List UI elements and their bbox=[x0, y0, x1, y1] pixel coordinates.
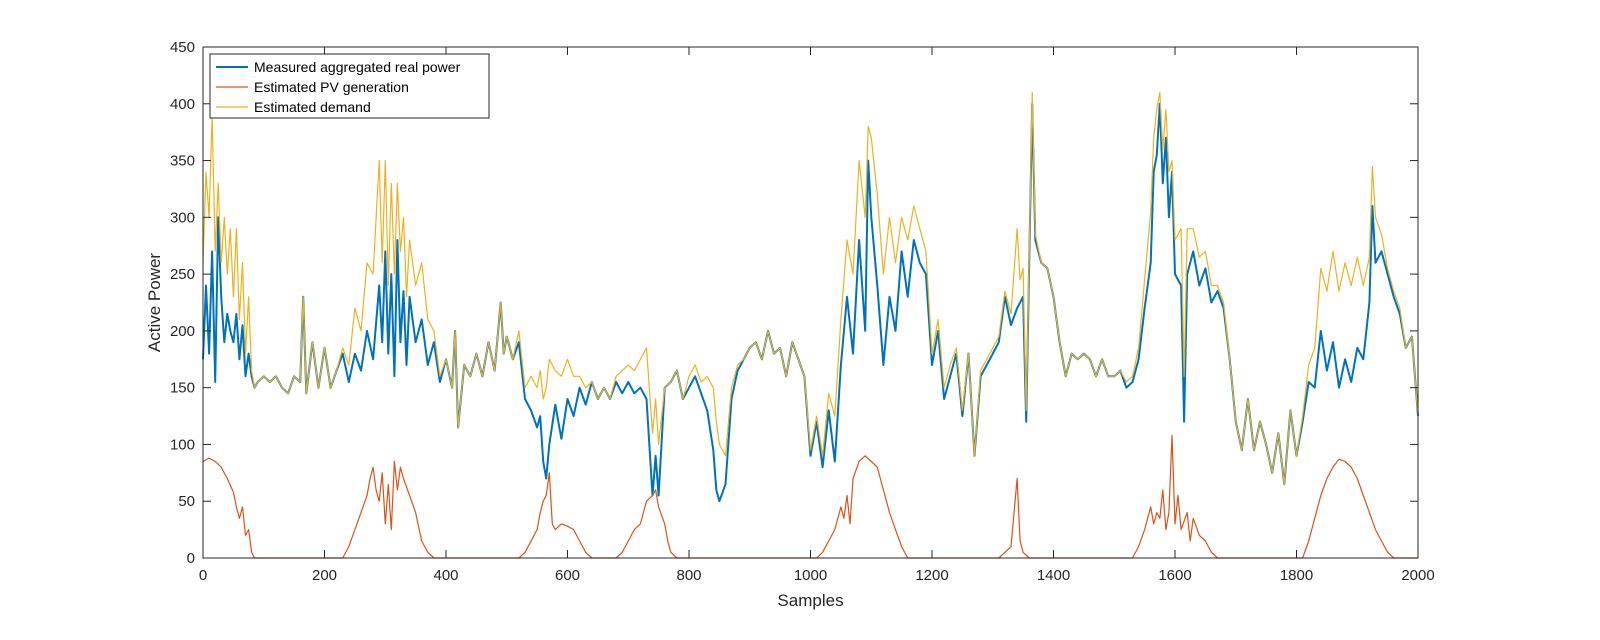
x-tick-label: 800 bbox=[676, 567, 701, 584]
legend: Measured aggregated real power Estimated … bbox=[209, 53, 490, 119]
x-tick-label: 200 bbox=[312, 567, 337, 584]
legend-entry-0: Measured aggregated real power bbox=[254, 59, 461, 75]
x-axis: 0 200 400 600 800 1000 1200 1400 1600 1800 2000 bbox=[199, 47, 1435, 584]
legend-entry-1: Estimated PV generation bbox=[254, 79, 409, 95]
y-tick-label: 300 bbox=[170, 209, 195, 226]
y-tick-label: 150 bbox=[170, 380, 195, 397]
x-tick-label: 1600 bbox=[1158, 567, 1191, 584]
y-tick-label: 350 bbox=[170, 153, 195, 170]
x-axis-label: Samples bbox=[777, 591, 843, 610]
y-tick-label: 250 bbox=[170, 266, 195, 283]
legend-entry-2: Estimated demand bbox=[254, 99, 371, 115]
x-tick-label: 1400 bbox=[1037, 567, 1070, 584]
y-tick-label: 50 bbox=[178, 493, 195, 510]
x-tick-label: 1200 bbox=[915, 567, 948, 584]
x-tick-label: 1000 bbox=[794, 567, 827, 584]
x-tick-label: 1800 bbox=[1280, 567, 1313, 584]
x-tick-label: 2000 bbox=[1401, 567, 1434, 584]
x-tick-label: 400 bbox=[433, 567, 458, 584]
y-axis-label: Active Power bbox=[145, 253, 164, 353]
x-tick-label: 600 bbox=[555, 567, 580, 584]
y-tick-label: 0 bbox=[187, 550, 195, 567]
series-line-1 bbox=[202, 434, 1418, 559]
y-tick-label: 200 bbox=[170, 323, 195, 340]
y-axis: 0 50 100 150 200 250 300 350 400 450 bbox=[170, 39, 1418, 567]
y-tick-label: 400 bbox=[170, 96, 195, 113]
plot-lines bbox=[202, 91, 1419, 559]
x-tick-label: 0 bbox=[199, 567, 207, 584]
series-line-2 bbox=[202, 91, 1419, 485]
y-tick-label: 450 bbox=[170, 39, 195, 56]
y-tick-label: 100 bbox=[170, 436, 195, 453]
legend-box bbox=[209, 53, 490, 119]
